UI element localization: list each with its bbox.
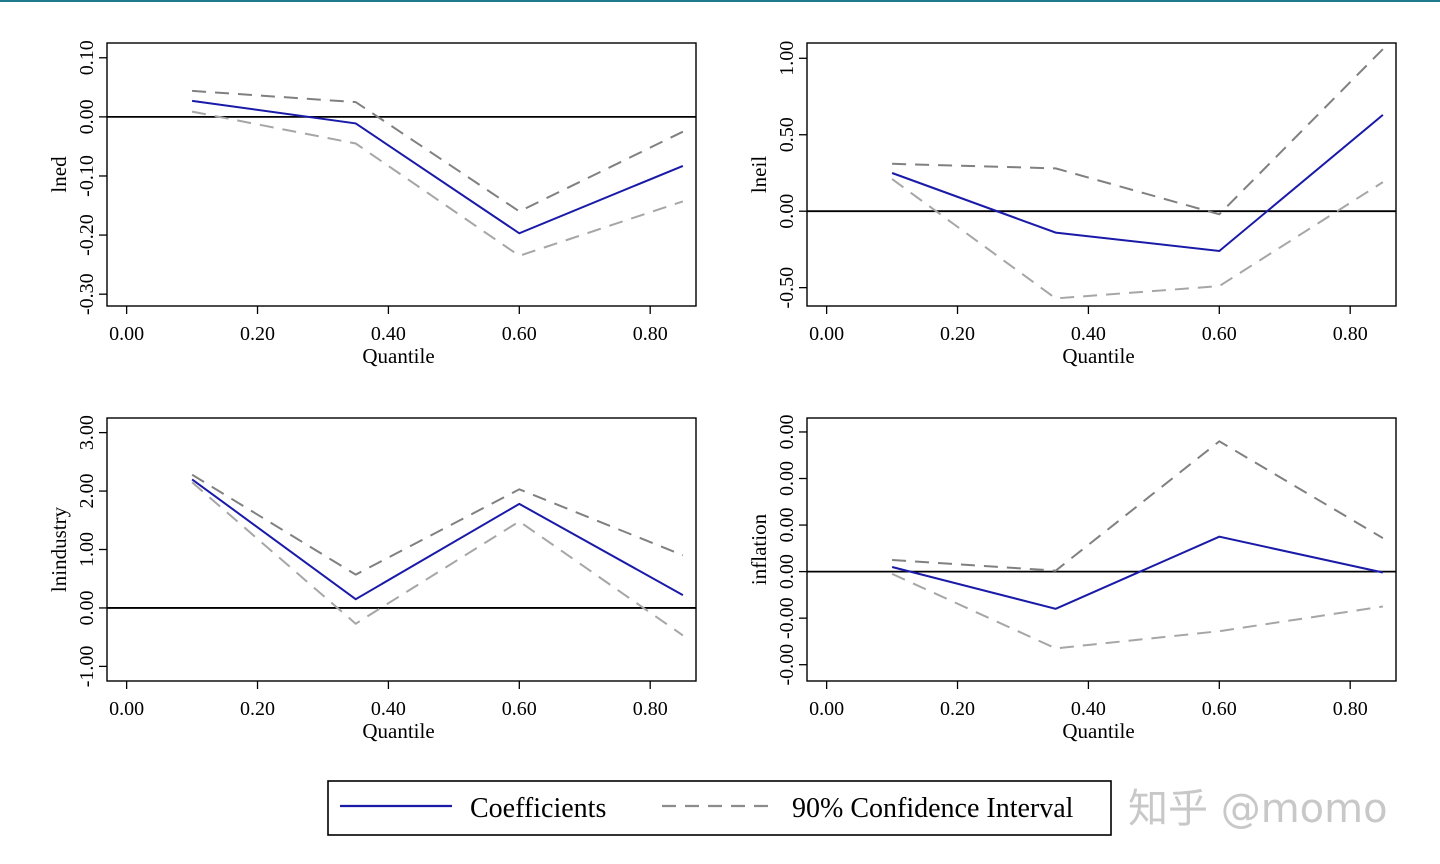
y-tick-label: 0.00 <box>76 590 98 625</box>
x-tick-label: 0.00 <box>809 698 844 720</box>
x-axis-title: Quantile <box>1062 344 1134 368</box>
y-tick-label: 0.50 <box>776 117 798 152</box>
series-line-upper <box>892 48 1384 216</box>
plot-frame <box>806 417 1397 682</box>
x-tick-label: 0.40 <box>1071 698 1106 720</box>
y-tick-label: -0.20 <box>76 214 98 256</box>
panels: 0.00 0.20 0.40 0.60 0.80-0.30-0.20-0.100.000… <box>47 40 1397 743</box>
y-tick-label: 0.00 <box>776 414 798 449</box>
y-axis-title: lnindustry <box>47 506 71 592</box>
y-tick-label: 2.00 <box>76 474 98 509</box>
top-rule <box>0 0 1440 2</box>
series-line-upper <box>892 440 1384 572</box>
x-tick-label: 0.80 <box>633 698 668 720</box>
x-tick-label: 0.80 <box>1333 698 1368 720</box>
panel-lned: 0.00 0.20 0.40 0.60 0.80 -0.30 -0.20 -0.10 0.00 0… <box>47 40 697 368</box>
y-axis-title: inflation <box>747 513 771 585</box>
x-axis-title: Quantile <box>1062 719 1134 743</box>
x-tick-label: 0.40 <box>371 323 406 345</box>
y-tick-label: -1.00 <box>76 646 98 688</box>
y-tick-label: 0.00 <box>776 461 798 496</box>
legend-label-confidence-interval: 90% Confidence Interval <box>792 793 1074 824</box>
x-tick-label: 0.20 <box>240 698 275 720</box>
watermark: 知乎 @momo <box>1128 786 1388 832</box>
panel-lnindustry: 0.00 0.20 0.40 0.60 0.80 -1.00 0.00 1.00 2.00 3.0… <box>47 415 697 743</box>
series-line-lower <box>891 178 1384 300</box>
plot-frame <box>106 417 697 682</box>
y-axis-title: lneil <box>747 156 771 193</box>
y-tick-label: -0.00 <box>776 597 798 639</box>
y-axis-title: lned <box>47 156 71 193</box>
x-tick-label: 0.40 <box>371 698 406 720</box>
x-axis-title: Quantile <box>362 719 434 743</box>
y-tick-label: 1.00 <box>776 41 798 76</box>
series-line-lower <box>891 572 1384 650</box>
y-tick-label: -0.10 <box>76 155 98 197</box>
legend-label-coefficients: Coefficients <box>470 793 606 824</box>
x-tick-label: 0.60 <box>502 698 537 720</box>
y-tick-label: 0.00 <box>776 508 798 543</box>
x-tick-label: 0.00 <box>109 323 144 345</box>
y-tick-label: 3.00 <box>76 415 98 450</box>
plot-frame <box>806 42 1397 307</box>
legend-box <box>327 780 1112 836</box>
x-tick-label: 0.20 <box>240 323 275 345</box>
series-line-upper <box>192 89 684 213</box>
series-line-lower <box>191 481 684 637</box>
x-tick-label: 0.40 <box>1071 323 1106 345</box>
series-line-coef <box>191 478 684 601</box>
series-line-coef <box>191 99 684 235</box>
y-tick-label: 1.00 <box>76 532 98 567</box>
x-tick-label: 0.00 <box>109 698 144 720</box>
x-tick-label: 0.60 <box>1202 323 1237 345</box>
y-tick-label: 0.00 <box>776 554 798 589</box>
y-tick-label: 0.10 <box>76 40 98 75</box>
x-tick-label: 0.80 <box>633 323 668 345</box>
legend: Coefficients 90% Confidence Interval <box>327 780 1112 836</box>
y-tick-label: -0.00 <box>776 644 798 686</box>
x-tick-label: 0.20 <box>940 323 975 345</box>
series-line-lower <box>191 110 684 257</box>
x-tick-label: 0.60 <box>502 323 537 345</box>
series-line-coef <box>891 535 1384 610</box>
x-tick-label: 0.00 <box>809 323 844 345</box>
y-tick-label: 0.00 <box>76 99 98 134</box>
y-tick-label: -0.50 <box>776 267 798 309</box>
x-tick-label: 0.80 <box>1333 323 1368 345</box>
y-tick-label: -0.30 <box>76 273 98 315</box>
y-tick-label: 0.00 <box>776 194 798 229</box>
x-tick-label: 0.20 <box>940 698 975 720</box>
panel-inflation: 0.00 0.20 0.40 0.60 0.80 -0.00 -0.00 0.00 0.00 0.… <box>747 414 1397 743</box>
x-axis-title: Quantile <box>362 344 434 368</box>
panel-lneil: 0.00 0.20 0.40 0.60 0.80 -0.50 0.00 0.50 1.00 Qua… <box>747 41 1397 368</box>
x-tick-label: 0.60 <box>1202 698 1237 720</box>
series-line-coef <box>891 114 1384 253</box>
plot-frame <box>106 42 697 307</box>
series-line-upper <box>191 473 684 576</box>
